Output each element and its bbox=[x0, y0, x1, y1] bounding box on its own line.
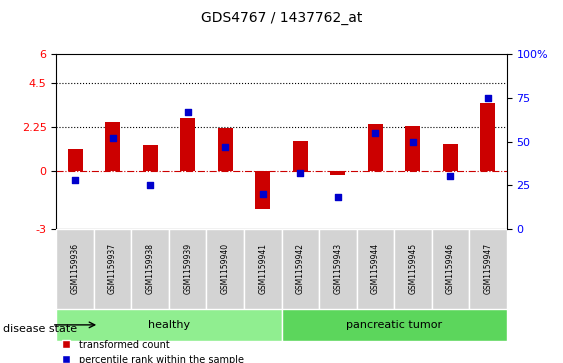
Text: GSM1159946: GSM1159946 bbox=[446, 243, 455, 294]
Text: GSM1159940: GSM1159940 bbox=[221, 243, 230, 294]
FancyBboxPatch shape bbox=[469, 229, 507, 309]
Text: GSM1159938: GSM1159938 bbox=[146, 243, 155, 294]
Bar bbox=[142, 146, 158, 171]
FancyBboxPatch shape bbox=[319, 229, 356, 309]
FancyBboxPatch shape bbox=[169, 229, 207, 309]
FancyBboxPatch shape bbox=[56, 309, 282, 341]
Text: GSM1159945: GSM1159945 bbox=[408, 243, 417, 294]
FancyBboxPatch shape bbox=[244, 229, 282, 309]
Point bbox=[296, 170, 305, 176]
Point bbox=[70, 177, 79, 183]
FancyBboxPatch shape bbox=[207, 229, 244, 309]
Point bbox=[446, 174, 455, 179]
Text: GSM1159939: GSM1159939 bbox=[183, 243, 192, 294]
FancyBboxPatch shape bbox=[131, 229, 169, 309]
Text: GSM1159941: GSM1159941 bbox=[258, 243, 267, 294]
Bar bbox=[255, 171, 270, 209]
FancyBboxPatch shape bbox=[282, 229, 319, 309]
FancyBboxPatch shape bbox=[282, 309, 507, 341]
Bar bbox=[480, 103, 495, 171]
Text: GSM1159944: GSM1159944 bbox=[371, 243, 380, 294]
Point bbox=[258, 191, 267, 197]
Bar bbox=[330, 171, 345, 175]
Bar bbox=[293, 140, 308, 171]
Bar bbox=[443, 143, 458, 171]
Bar bbox=[368, 124, 383, 171]
FancyBboxPatch shape bbox=[56, 229, 94, 309]
Point bbox=[146, 182, 155, 188]
Text: GSM1159943: GSM1159943 bbox=[333, 243, 342, 294]
FancyBboxPatch shape bbox=[432, 229, 469, 309]
Point bbox=[108, 135, 117, 141]
Bar bbox=[405, 126, 421, 171]
Legend: transformed count, percentile rank within the sample: transformed count, percentile rank withi… bbox=[61, 340, 244, 363]
Point bbox=[484, 95, 493, 101]
Text: disease state: disease state bbox=[3, 323, 77, 334]
Bar bbox=[105, 122, 120, 171]
Text: pancreatic tumor: pancreatic tumor bbox=[346, 320, 442, 330]
Point bbox=[183, 109, 192, 115]
Text: healthy: healthy bbox=[148, 320, 190, 330]
Bar bbox=[218, 128, 233, 171]
Point bbox=[408, 139, 417, 144]
Point bbox=[371, 130, 380, 136]
FancyBboxPatch shape bbox=[94, 229, 131, 309]
Point bbox=[333, 195, 342, 200]
Bar bbox=[68, 149, 83, 171]
Point bbox=[221, 144, 230, 150]
FancyBboxPatch shape bbox=[356, 229, 394, 309]
Text: GDS4767 / 1437762_at: GDS4767 / 1437762_at bbox=[201, 11, 362, 25]
Text: GSM1159947: GSM1159947 bbox=[484, 243, 493, 294]
Bar bbox=[180, 118, 195, 171]
Text: GSM1159936: GSM1159936 bbox=[70, 243, 79, 294]
FancyBboxPatch shape bbox=[394, 229, 432, 309]
Text: GSM1159937: GSM1159937 bbox=[108, 243, 117, 294]
Text: GSM1159942: GSM1159942 bbox=[296, 243, 305, 294]
